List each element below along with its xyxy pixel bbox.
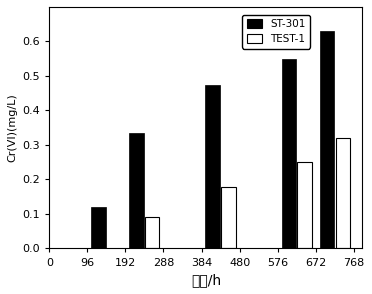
Bar <box>129 133 144 248</box>
Bar <box>336 138 350 248</box>
Bar <box>205 85 220 248</box>
Y-axis label: Cr(VI)(mg/L): Cr(VI)(mg/L) <box>7 93 17 162</box>
X-axis label: 时间/h: 时间/h <box>191 273 221 287</box>
Bar <box>298 162 312 248</box>
Bar <box>91 207 106 248</box>
Bar <box>145 218 160 248</box>
Legend: ST-301, TEST-1: ST-301, TEST-1 <box>243 15 310 49</box>
Bar <box>320 31 334 248</box>
Bar <box>282 59 296 248</box>
Bar <box>221 187 235 248</box>
